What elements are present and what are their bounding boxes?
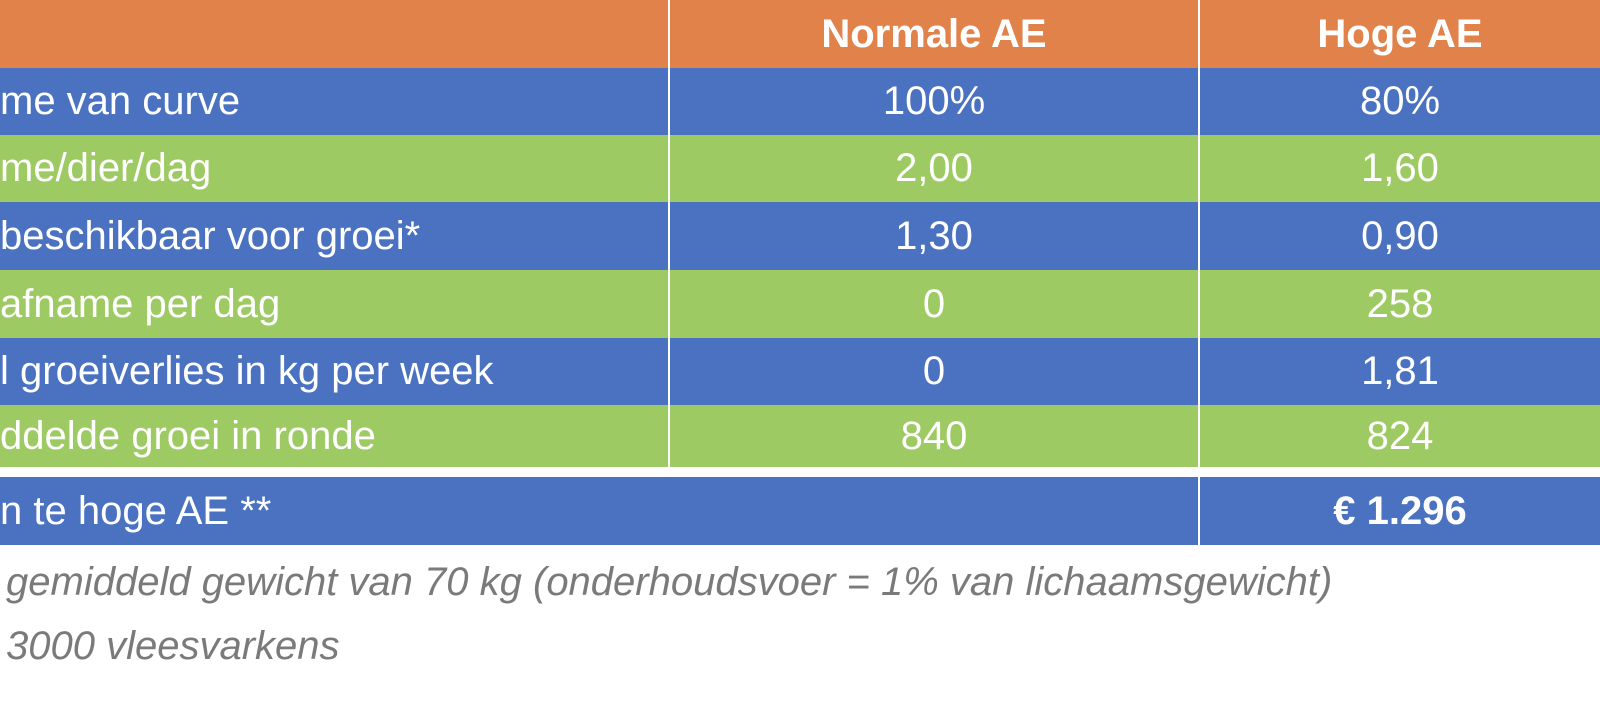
table-cell: 100%	[670, 68, 1200, 135]
table-row: me van curve 100% 80%	[0, 68, 1600, 135]
table-cell: 2,00	[670, 135, 1200, 202]
header-cell: Hoge AE	[1317, 11, 1483, 56]
table-cell: 0	[670, 270, 1200, 338]
table-cell: me van curve	[0, 68, 670, 135]
total-value: € 1.296	[1333, 488, 1467, 533]
table-cell: 824	[1366, 413, 1434, 458]
table-cell: 0	[670, 338, 1200, 405]
header-cell: Normale AE	[670, 0, 1200, 68]
table-cell: me/dier/dag	[0, 135, 670, 202]
table-row: l groeiverlies in kg per week 0 1,81	[0, 338, 1600, 405]
total-label: n te hoge AE **	[0, 477, 1200, 545]
table-row: me/dier/dag 2,00 1,60	[0, 135, 1600, 202]
table-cell: 258	[1366, 281, 1434, 326]
footnote: 3000 vleesvarkens	[6, 624, 340, 668]
header-row: Normale AE Hoge AE	[0, 0, 1600, 68]
footnote: gemiddeld gewicht van 70 kg (onderhoudsv…	[6, 560, 1333, 604]
table-cell: 1,81	[1361, 349, 1439, 393]
table-cell: 0,90	[1361, 213, 1439, 258]
table-row: ddelde groei in ronde 840 824	[0, 405, 1600, 467]
total-row: n te hoge AE ** € 1.296	[0, 473, 1600, 545]
table-cell: ddelde groei in ronde	[0, 405, 670, 467]
header-cell	[0, 0, 670, 68]
table-row: afname per dag 0 258	[0, 270, 1600, 338]
table-row: beschikbaar voor groei* 1,30 0,90	[0, 202, 1600, 270]
table-cell: 1,30	[670, 202, 1200, 270]
table-cell: afname per dag	[0, 270, 670, 338]
table-cell: 840	[670, 405, 1200, 467]
table-cell: l groeiverlies in kg per week	[0, 338, 670, 405]
table-cell: beschikbaar voor groei*	[0, 202, 670, 270]
table-cell: 1,60	[1361, 146, 1439, 190]
table-cell: 80%	[1359, 79, 1441, 123]
